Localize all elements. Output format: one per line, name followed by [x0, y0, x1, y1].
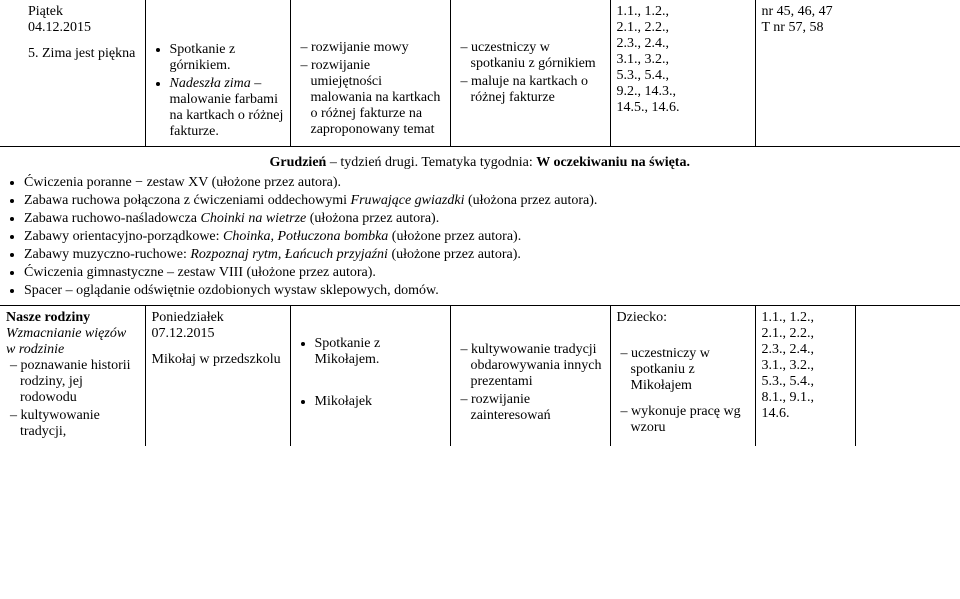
dash-item: uczestniczy w spotkaniu z Mikołajem	[617, 346, 749, 394]
bullet-item: Zabawa ruchowa połączona z ćwiczeniami o…	[24, 193, 954, 209]
table-row: Nasze rodziny Wzmacnianie więzów w rodzi…	[0, 306, 960, 447]
date-value: 04.12.2015	[28, 20, 139, 36]
code-line: 3.1., 3.2.,	[617, 52, 749, 68]
cell-date-topic: Poniedziałek 07.12.2015 Mikołaj w przeds…	[145, 306, 290, 447]
cell-activities: Spotkanie z Mikołajem. Mikołajek	[290, 306, 450, 447]
cell-child: uczestniczy w spotkaniu z górnikiem malu…	[450, 0, 610, 147]
dash-item: rozwijanie mowy	[297, 40, 444, 56]
plan-table: Piątek 04.12.2015 5. Zima jest piękna Sp…	[0, 0, 960, 446]
date-label: Poniedziałek	[152, 310, 284, 326]
cell-band: Grudzień – tydzień drugi. Tematyka tygod…	[0, 147, 960, 306]
ref-line: T nr 57, 58	[762, 20, 954, 36]
code-line: 2.3., 2.4.,	[617, 36, 749, 52]
code-line: 14.5., 14.6.	[617, 100, 749, 116]
dash-item: poznawanie historii rodziny, jej rodowod…	[6, 358, 139, 406]
topic-text: Mikołaj w przedszkolu	[152, 352, 284, 368]
bullet-item: Spotkanie z górnikiem.	[170, 42, 284, 74]
bullet-item: Mikołajek	[315, 394, 444, 410]
code-line: 5.3., 5.4.,	[762, 374, 849, 390]
code-line: 1.1., 1.2.,	[762, 310, 849, 326]
section-title: Nasze rodziny	[6, 310, 90, 325]
section-subtitle2: w rodzinie	[6, 342, 139, 358]
cell-child: Dziecko: uczestniczy w spotkaniu z Mikoł…	[610, 306, 755, 447]
cell-codes: 1.1., 1.2., 2.1., 2.2., 2.3., 2.4., 3.1.…	[610, 0, 755, 147]
dash-item: kultywowanie tradycji obdarowywania inny…	[457, 342, 604, 390]
dash-item: rozwijanie zainteresowań	[457, 392, 604, 424]
band-list: Ćwiczenia poranne − zestaw XV (ułożone p…	[6, 175, 954, 299]
code-line: 14.6.	[762, 406, 849, 422]
dash-item: kultywowanie tradycji,	[6, 408, 139, 440]
table-row: Piątek 04.12.2015 5. Zima jest piękna Sp…	[0, 0, 960, 147]
cell-activities: Spotkanie z górnikiem. Nadeszła zima – m…	[145, 0, 290, 147]
date-label: Piątek	[28, 4, 139, 20]
code-line: 2.3., 2.4.,	[762, 342, 849, 358]
ref-line: nr 45, 46, 47	[762, 4, 954, 20]
bullet-item: Spotkanie z Mikołajem.	[315, 336, 444, 368]
code-line: 9.2., 14.3.,	[617, 84, 749, 100]
bullet-item: Spacer – oglądanie odświętnie ozdobionyc…	[24, 283, 954, 299]
numbered-item: 5. Zima jest piękna	[28, 46, 139, 62]
cell-goals: kultywowanie tradycji obdarowywania inny…	[450, 306, 610, 447]
cell-refs	[855, 306, 960, 447]
dash-item: rozwijanie umiejętności malowania na kar…	[297, 58, 444, 138]
child-heading: Dziecko:	[617, 310, 749, 326]
bullet-item: Ćwiczenia poranne − zestaw XV (ułożone p…	[24, 175, 954, 191]
cell-goals: rozwijanie mowy rozwijanie umiejętności …	[290, 0, 450, 147]
bullet-item: Nadeszła zima – malowanie farbami na kar…	[170, 76, 284, 140]
section-subtitle: Wzmacnianie więzów	[6, 326, 139, 342]
dash-item: wykonuje pracę wg wzoru	[617, 404, 749, 436]
code-line: 3.1., 3.2.,	[762, 358, 849, 374]
cell-theme: Piątek 04.12.2015 5. Zima jest piękna	[0, 0, 145, 147]
code-line: 5.3., 5.4.,	[617, 68, 749, 84]
date-value: 07.12.2015	[152, 326, 284, 342]
bullet-item: Zabawy muzyczno-ruchowe: Rozpoznaj rytm,…	[24, 247, 954, 263]
cell-codes: 1.1., 1.2., 2.1., 2.2., 2.3., 2.4., 3.1.…	[755, 306, 855, 447]
dash-item: uczestniczy w spotkaniu z górnikiem	[457, 40, 604, 72]
cell-refs: nr 45, 46, 47 T nr 57, 58	[755, 0, 960, 147]
band-heading: Grudzień – tydzień drugi. Tematyka tygod…	[6, 155, 954, 171]
cell-theme: Nasze rodziny Wzmacnianie więzów w rodzi…	[0, 306, 145, 447]
bullet-item: Zabawa ruchowo-naśladowcza Choinki na wi…	[24, 211, 954, 227]
bullet-item: Ćwiczenia gimnastyczne – zestaw VIII (uł…	[24, 265, 954, 281]
code-line: 2.1., 2.2.,	[762, 326, 849, 342]
bullet-item: Zabawy orientacyjno-porządkowe: Choinka,…	[24, 229, 954, 245]
code-line: 8.1., 9.1.,	[762, 390, 849, 406]
code-line: 2.1., 2.2.,	[617, 20, 749, 36]
table-row-band: Grudzień – tydzień drugi. Tematyka tygod…	[0, 147, 960, 306]
dash-item: maluje na kartkach o różnej fakturze	[457, 74, 604, 106]
code-line: 1.1., 1.2.,	[617, 4, 749, 20]
